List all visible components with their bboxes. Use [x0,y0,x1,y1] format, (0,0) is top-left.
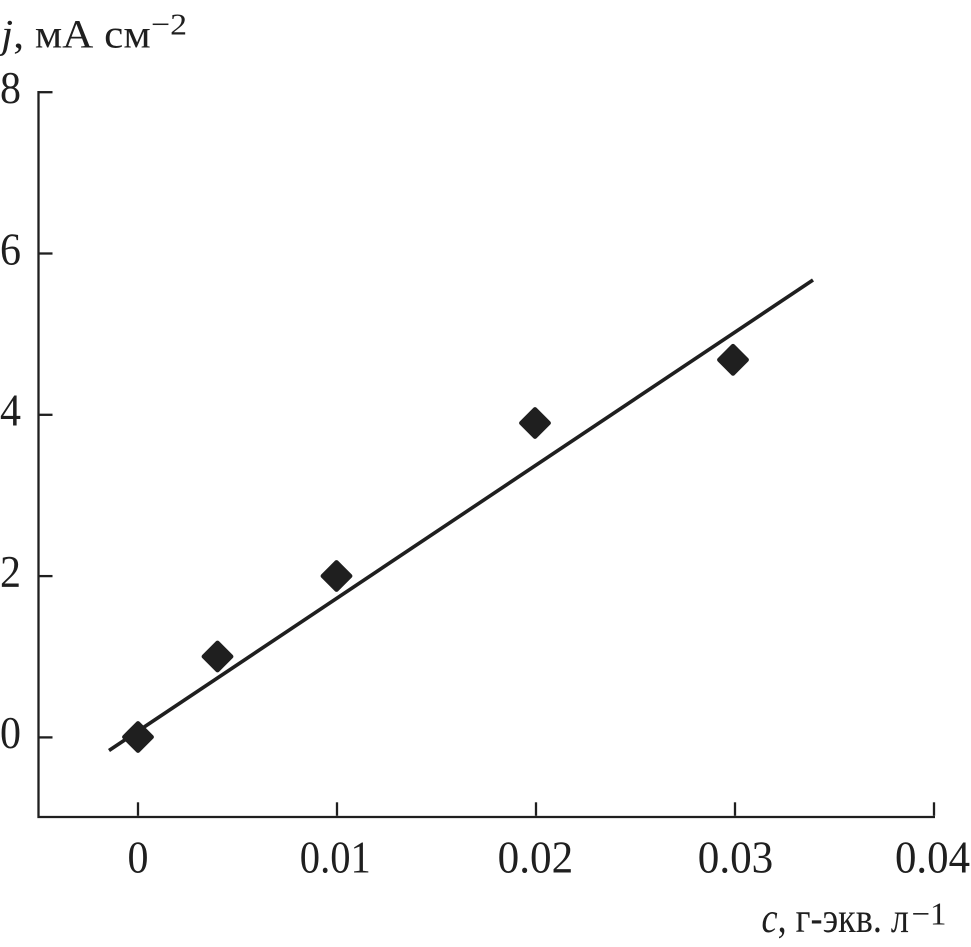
svg-text:0: 0 [128,832,149,883]
svg-text:6: 6 [0,224,21,274]
svg-text:0.04: 0.04 [895,832,970,883]
svg-text:8: 8 [0,63,21,113]
svg-text:4: 4 [0,386,21,436]
svg-text:c, г-экв. л: c, г-экв. л [762,896,910,942]
svg-text:j, мА см: j, мА см [0,12,151,57]
svg-text:0: 0 [0,708,21,758]
svg-text:2: 2 [0,547,21,597]
svg-text:0.02: 0.02 [498,832,574,883]
svg-text:0.01: 0.01 [300,832,371,883]
svg-text:−2: −2 [151,8,187,42]
svg-text:0.03: 0.03 [698,832,774,883]
svg-text:−1: −1 [912,895,947,931]
